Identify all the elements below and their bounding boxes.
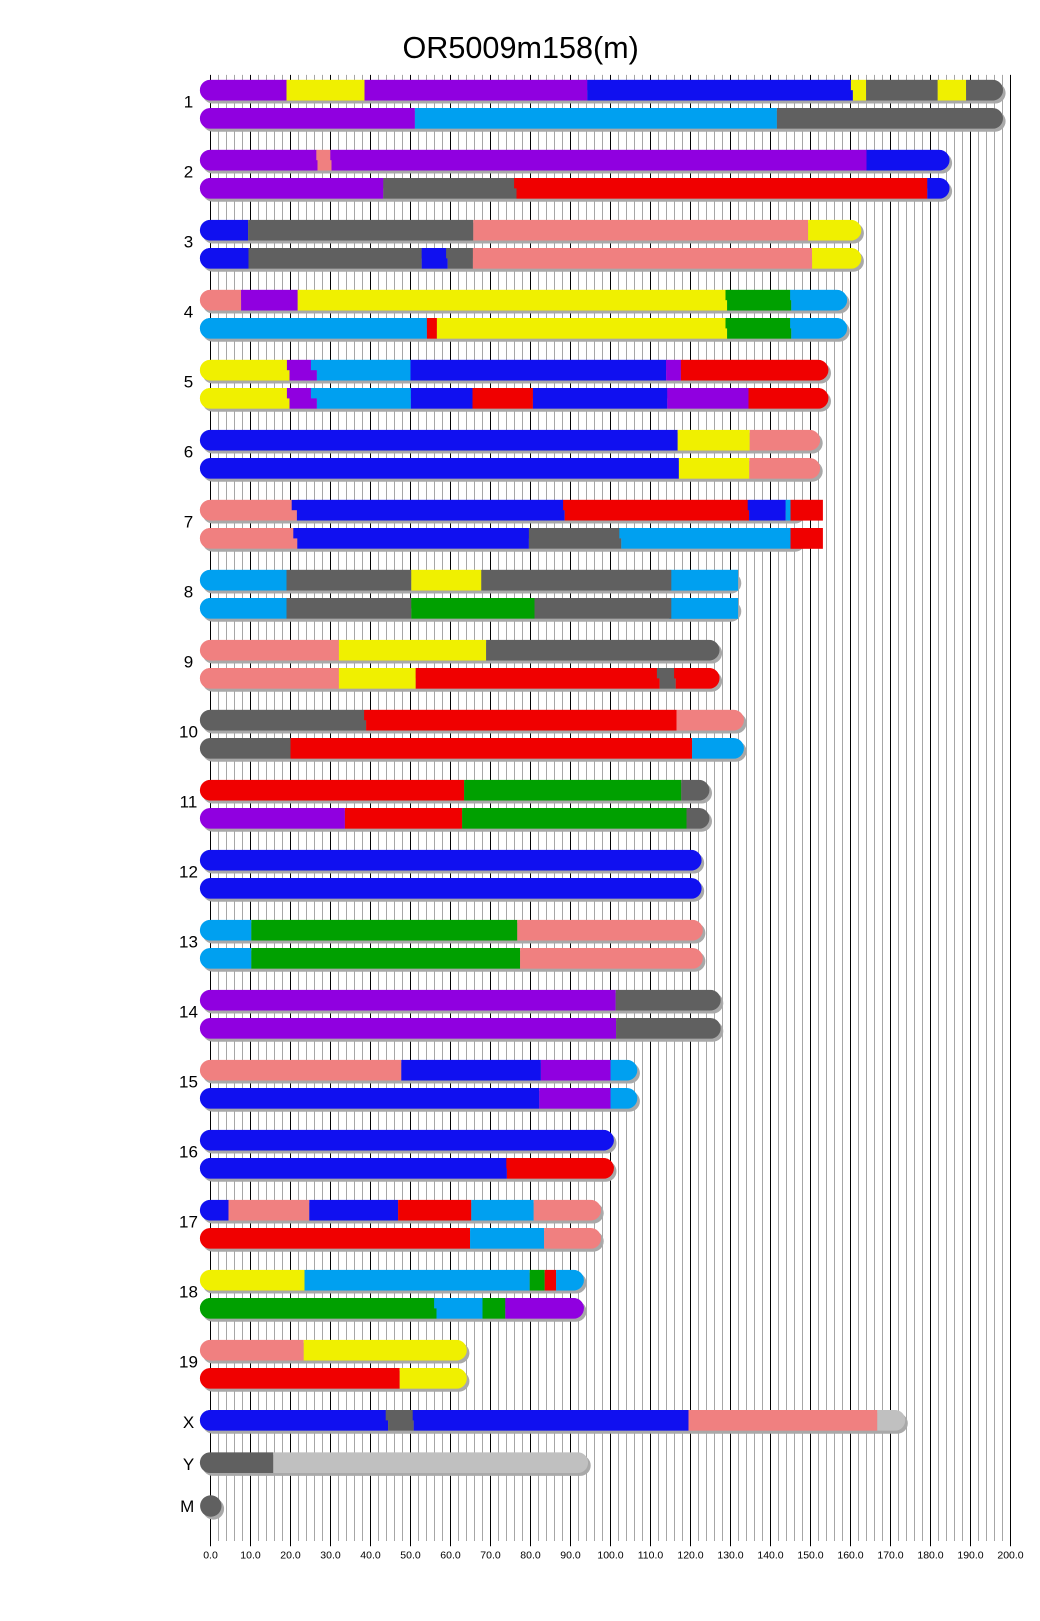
svg-text:14: 14 xyxy=(179,1003,198,1022)
svg-text:190.0: 190.0 xyxy=(957,1549,983,1561)
svg-text:40.0: 40.0 xyxy=(360,1549,381,1561)
svg-text:120.0: 120.0 xyxy=(677,1549,703,1561)
svg-text:OR5009m158(m): OR5009m158(m) xyxy=(403,31,639,65)
svg-text:30.0: 30.0 xyxy=(320,1549,341,1561)
svg-text:110.0: 110.0 xyxy=(638,1549,664,1561)
svg-text:80.0: 80.0 xyxy=(520,1549,541,1561)
svg-text:1: 1 xyxy=(184,93,193,112)
svg-text:12: 12 xyxy=(179,863,198,882)
svg-text:7: 7 xyxy=(184,513,193,532)
svg-text:15: 15 xyxy=(179,1073,198,1092)
svg-text:150.0: 150.0 xyxy=(797,1549,823,1561)
svg-text:6: 6 xyxy=(184,443,193,462)
svg-text:16: 16 xyxy=(179,1143,198,1162)
svg-text:8: 8 xyxy=(184,583,193,602)
svg-text:3: 3 xyxy=(184,233,193,252)
svg-text:10: 10 xyxy=(179,723,198,742)
svg-text:130.0: 130.0 xyxy=(717,1549,743,1561)
svg-text:17: 17 xyxy=(179,1213,198,1232)
svg-text:2: 2 xyxy=(184,163,193,182)
svg-text:19: 19 xyxy=(179,1353,198,1372)
svg-text:0.0: 0.0 xyxy=(203,1549,218,1561)
svg-text:11: 11 xyxy=(180,793,198,812)
svg-text:13: 13 xyxy=(179,933,198,952)
svg-text:20.0: 20.0 xyxy=(280,1549,301,1561)
svg-text:200.0: 200.0 xyxy=(997,1549,1023,1561)
svg-text:170.0: 170.0 xyxy=(877,1549,903,1561)
svg-text:5: 5 xyxy=(184,373,193,392)
svg-text:70.0: 70.0 xyxy=(480,1549,501,1561)
svg-text:M: M xyxy=(180,1497,194,1516)
svg-text:180.0: 180.0 xyxy=(917,1549,943,1561)
svg-text:X: X xyxy=(183,1413,194,1432)
svg-text:60.0: 60.0 xyxy=(440,1549,461,1561)
svg-text:Y: Y xyxy=(183,1455,194,1474)
svg-text:50.0: 50.0 xyxy=(400,1549,421,1561)
svg-text:100.0: 100.0 xyxy=(597,1549,623,1561)
svg-text:9: 9 xyxy=(184,653,193,672)
svg-text:18: 18 xyxy=(179,1283,198,1302)
svg-text:10.0: 10.0 xyxy=(240,1549,261,1561)
svg-text:160.0: 160.0 xyxy=(837,1549,863,1561)
svg-text:4: 4 xyxy=(184,303,193,322)
svg-text:90.0: 90.0 xyxy=(560,1549,581,1561)
svg-text:140.0: 140.0 xyxy=(757,1549,783,1561)
